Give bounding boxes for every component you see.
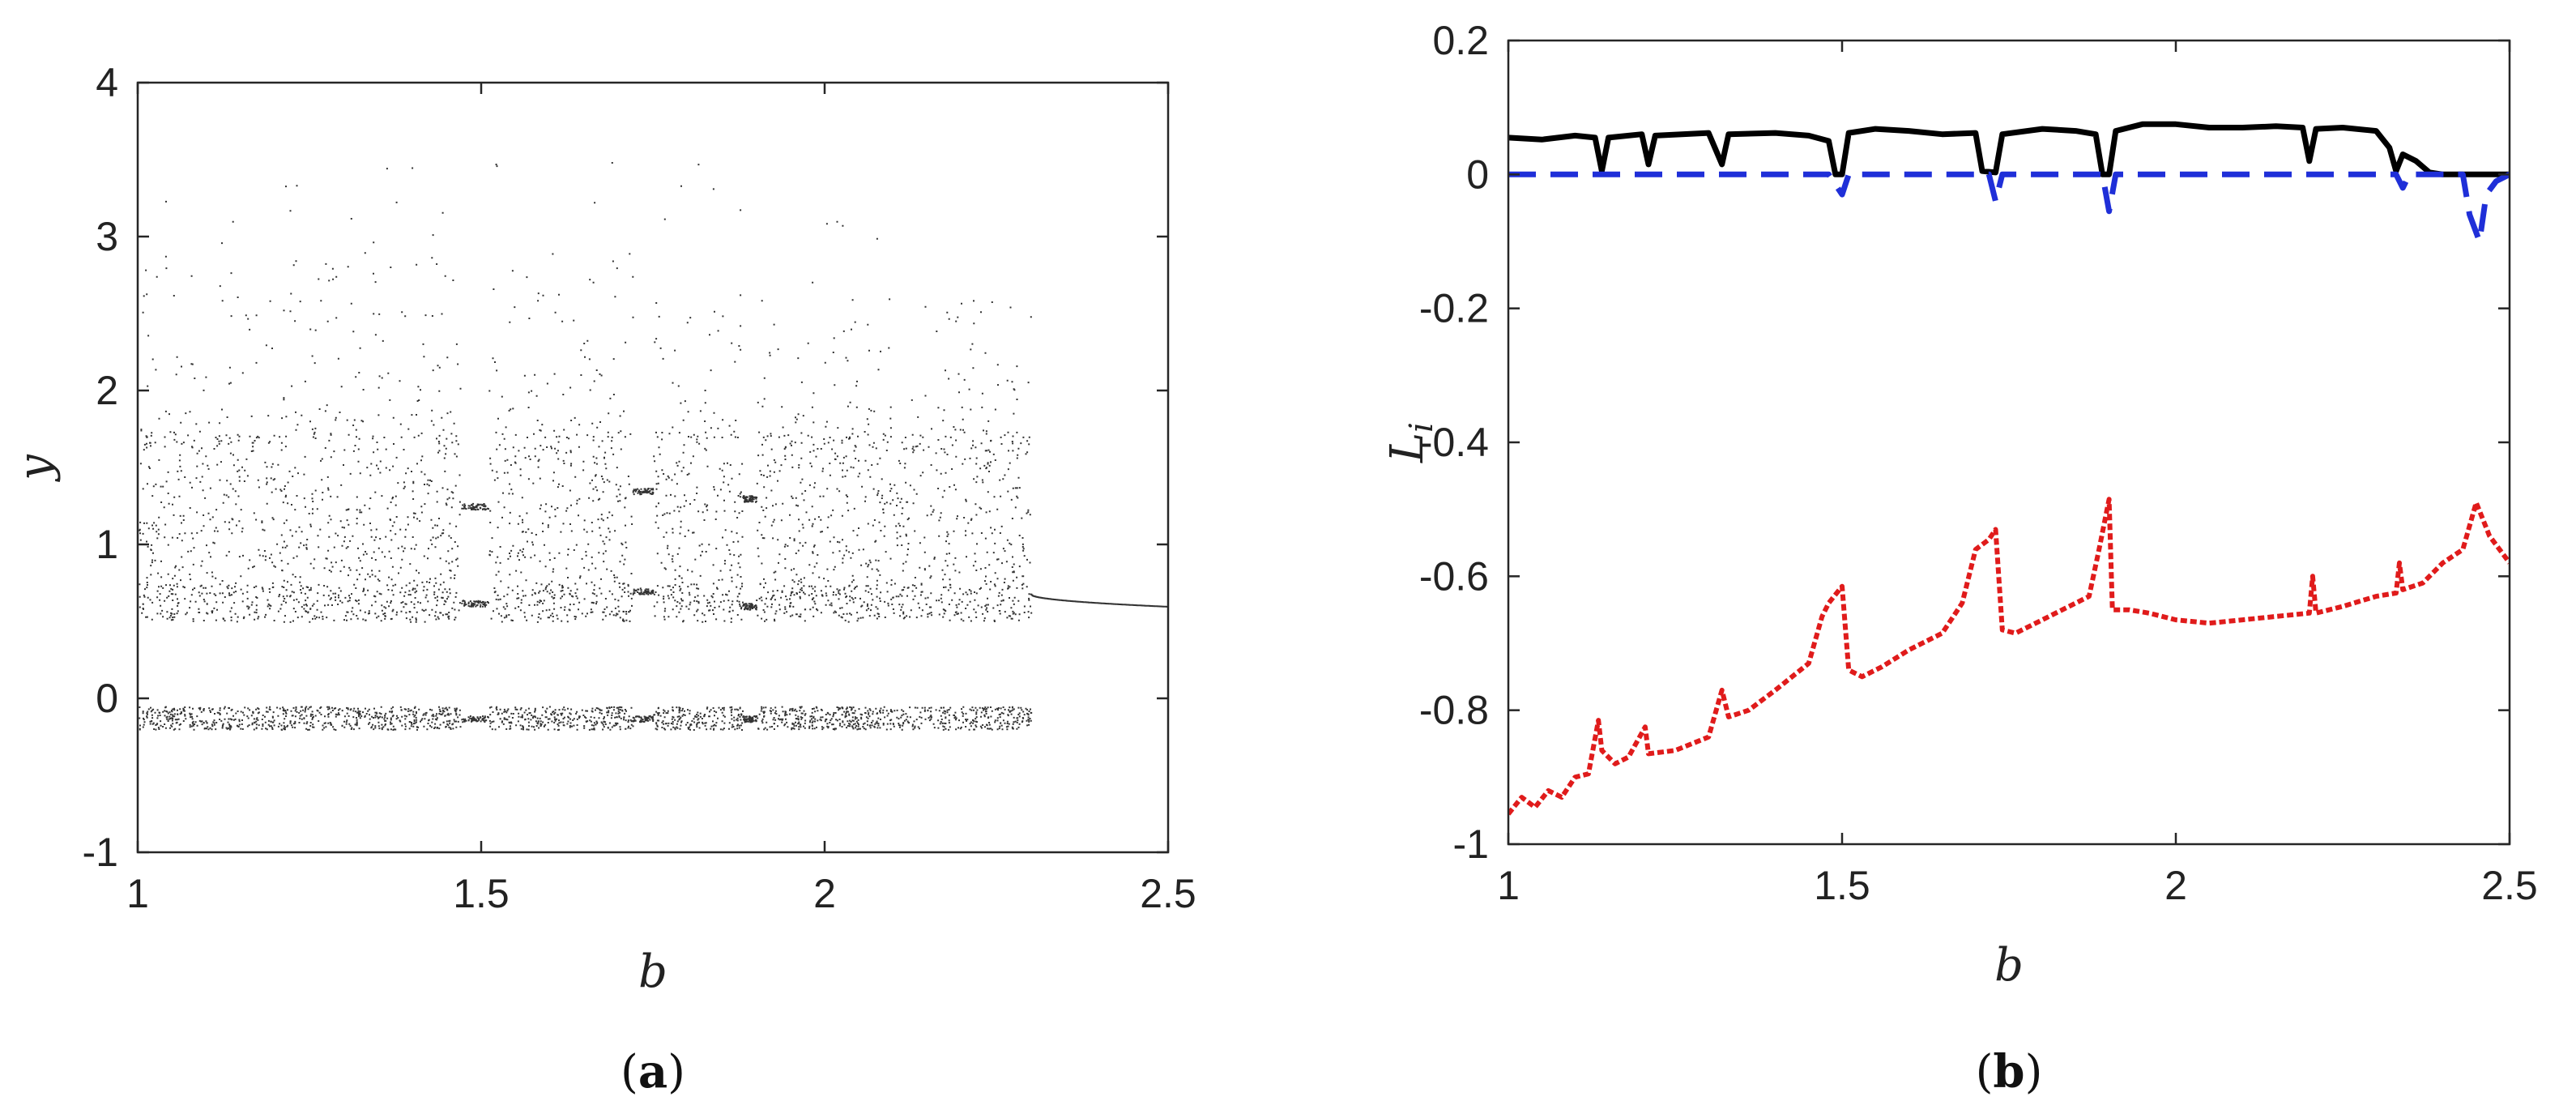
x-tick-label-b: 1 (1497, 863, 1520, 908)
panel-label-b: (b) (1976, 1045, 2043, 1099)
x-tick-label-a: 1.5 (453, 871, 510, 916)
y-tick-label-a: 0 (96, 676, 118, 721)
y-tick-label-a: 2 (96, 368, 118, 413)
axes-frame-a (136, 81, 1170, 854)
x-tick-label-a: 1 (126, 871, 149, 916)
panel-label-a: (a) (621, 1045, 685, 1099)
panel-letter-a: a (638, 1045, 667, 1099)
y-tick-label-b: 0 (1466, 151, 1489, 197)
x-tick-label-b: 2.5 (2481, 863, 2538, 908)
y-tick-label-a: -1 (83, 830, 118, 875)
y-axis-label-a: y (9, 454, 62, 483)
panel-b: 1 1.5 2 2.5 -1 -0.8 -0.6 -0.4 -0.2 0 0.2 b Li (b) (1381, 18, 2538, 1099)
lyapunov-lines (1508, 121, 2510, 816)
lyapunov-exponent-1-line (1508, 121, 2510, 177)
y-tick-label-b: 0.2 (1432, 18, 1489, 63)
x-tick-label-b: 1.5 (1814, 863, 1870, 908)
ticks-a: 1 1.5 2 2.5 -1 0 1 2 3 4 (83, 60, 1196, 916)
y-tick-label-b: -0.4 (1419, 420, 1489, 465)
plot-area-a (138, 83, 1168, 852)
y-tick-label-b: -1 (1453, 821, 1489, 867)
panel-a: 1 1.5 2 2.5 -1 0 1 2 3 4 b y (a) (9, 60, 1196, 1099)
y-axis-label-b: Li (1381, 422, 1440, 463)
y-tick-label-b: -0.6 (1419, 553, 1489, 599)
x-tick-label-b: 2 (2164, 863, 2187, 908)
y-tick-label-a: 3 (96, 214, 118, 259)
plot-area-b (1508, 41, 2510, 844)
y-tick-label-b: -0.8 (1419, 688, 1489, 733)
y-tick-label-a: 1 (96, 522, 118, 567)
x-axis-label-a: b (638, 945, 667, 998)
y-tick-label-a: 4 (96, 60, 118, 105)
lyapunov-exponent-2-line (1508, 171, 2510, 245)
x-axis-label-b: b (1994, 939, 2024, 992)
lyapunov-exponent-3-line (1508, 497, 2510, 816)
x-tick-label-a: 2.5 (1140, 871, 1196, 916)
ticks-b: 1 1.5 2 2.5 -1 -0.8 -0.6 -0.4 -0.2 0 0.2 (1419, 18, 2538, 908)
panel-letter-b: b (1993, 1045, 2024, 1099)
x-tick-label-a: 2 (813, 871, 836, 916)
y-tick-label-b: -0.2 (1419, 286, 1489, 331)
y-axis-label-sub-b: i (1403, 422, 1440, 433)
y-axis-label-main-b: L (1381, 433, 1434, 463)
